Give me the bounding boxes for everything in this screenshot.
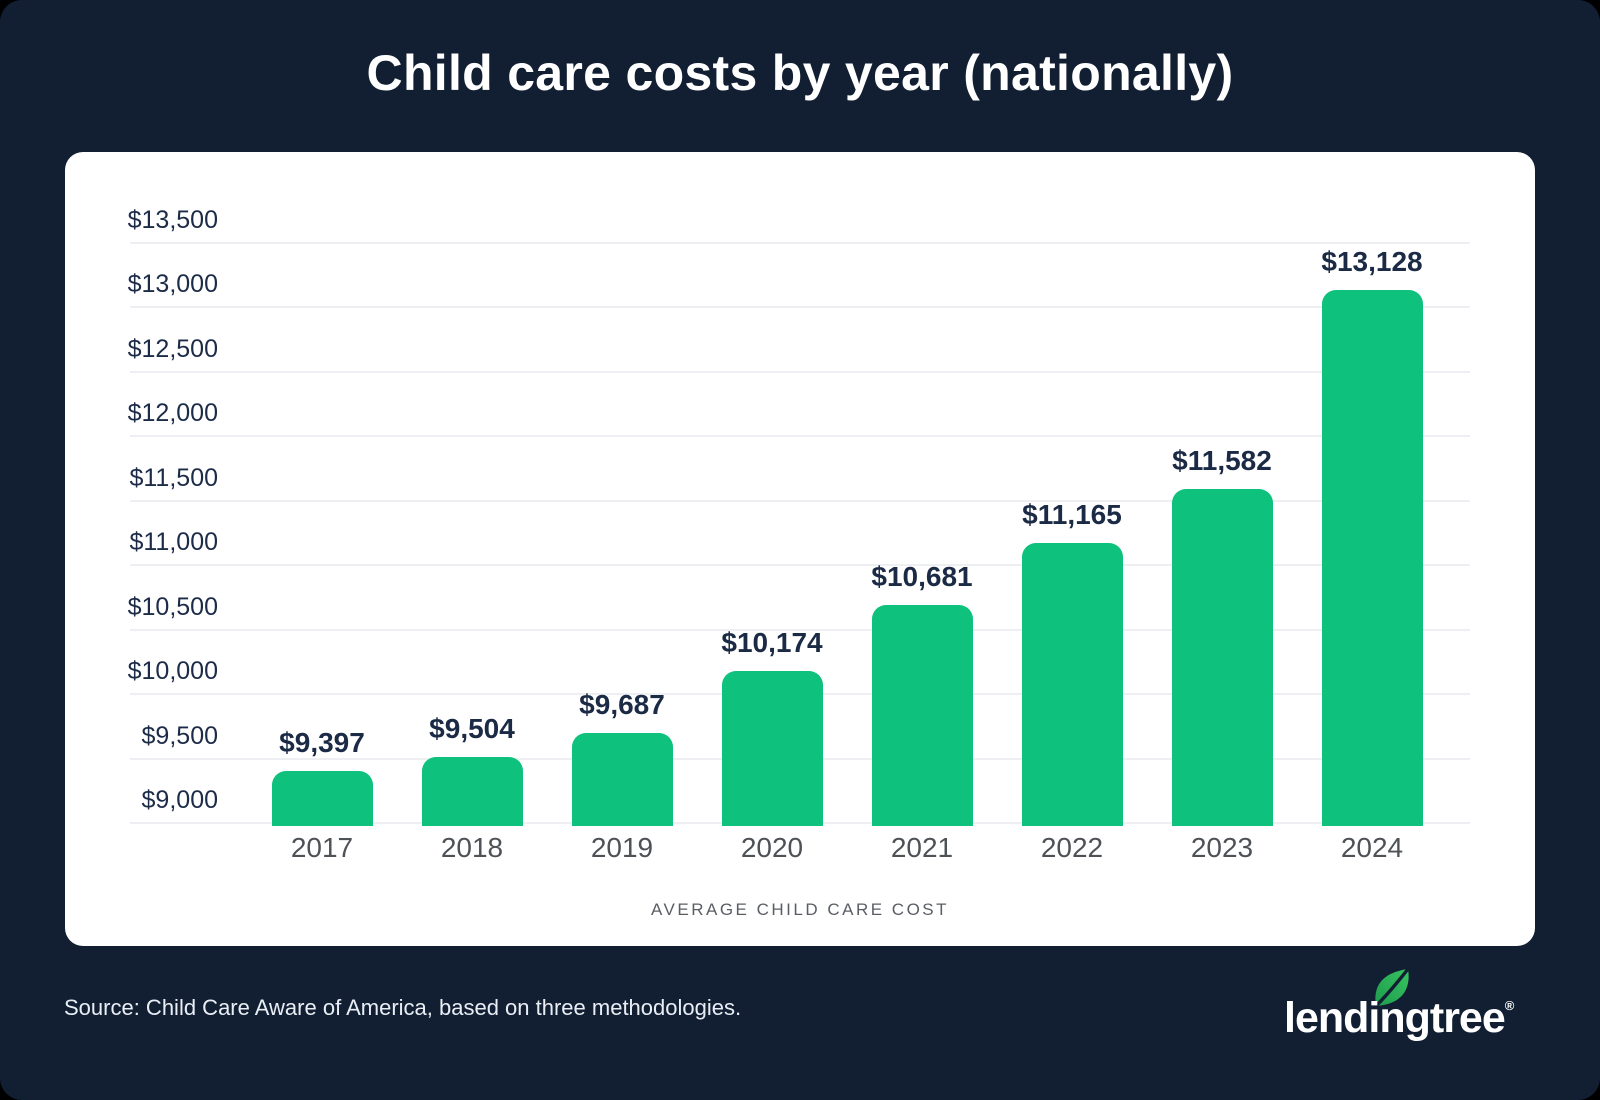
y-tick-label: $13,500 xyxy=(127,206,218,234)
bar xyxy=(721,670,823,826)
y-tick-label: $11,500 xyxy=(129,463,218,492)
x-category-label: 2024 xyxy=(1340,832,1404,863)
bar-value-label: $11,582 xyxy=(1172,445,1272,477)
bar xyxy=(421,757,523,826)
x-category-label: 2019 xyxy=(590,832,654,863)
gridline xyxy=(130,628,1470,631)
gridline xyxy=(130,435,1470,438)
gridline xyxy=(130,499,1470,502)
bar-chart: $13,500 $13,000 $12,500 $12,000 $11,500 $11,0… xyxy=(65,152,1535,946)
bar xyxy=(271,770,373,826)
y-tick-label: $13,000 xyxy=(127,270,218,299)
bar xyxy=(1171,489,1273,826)
x-category-label: 2017 xyxy=(290,832,354,863)
bar-value-label: $13,128 xyxy=(1321,245,1423,277)
gridline xyxy=(130,306,1470,309)
y-tick-label: $9,500 xyxy=(141,721,218,750)
y-tick-label: $12,500 xyxy=(127,334,218,363)
bar-value-label: $9,504 xyxy=(429,713,515,745)
bar-value-label: $11,165 xyxy=(1022,498,1122,530)
chart-title: Child care costs by year (nationally) xyxy=(366,45,1234,101)
x-category-label: 2021 xyxy=(890,832,954,863)
x-category-label: 2018 xyxy=(440,832,504,863)
bar xyxy=(571,733,673,826)
x-category-label: 2023 xyxy=(1190,832,1254,863)
x-axis-title: AVERAGE CHILD CARE COST xyxy=(650,900,950,919)
bar-value-label: $10,681 xyxy=(871,561,973,593)
gridline xyxy=(130,242,1470,244)
bar xyxy=(1021,542,1123,826)
bar-value-label: $9,687 xyxy=(579,689,665,721)
bar xyxy=(871,605,973,826)
source-note: Source: Child Care Aware of America, bas… xyxy=(64,995,742,1020)
bar-value-label: $10,174 xyxy=(721,626,823,658)
bar xyxy=(1321,289,1423,826)
chart-card: $13,500 $13,000 $12,500 $12,000 $11,500 $11,0… xyxy=(65,152,1535,946)
bar-value-label: $9,397 xyxy=(279,726,365,758)
y-tick-label: $10,500 xyxy=(127,592,218,621)
y-tick-label: $11,000 xyxy=(129,528,218,557)
y-tick-label: $9,000 xyxy=(141,786,218,814)
gridline xyxy=(130,564,1470,567)
gridline xyxy=(130,370,1470,373)
leaf-icon xyxy=(1374,967,1410,1008)
y-tick-label: $12,000 xyxy=(127,399,218,428)
x-category-label: 2022 xyxy=(1040,832,1104,863)
lendingtree-logo: lendingtree® xyxy=(1284,966,1554,1056)
y-tick-label: $10,000 xyxy=(127,657,218,686)
x-category-label: 2020 xyxy=(740,832,804,863)
logo-wordmark: lendingtree® xyxy=(1284,994,1515,1042)
registered-mark: ® xyxy=(1504,998,1515,1013)
